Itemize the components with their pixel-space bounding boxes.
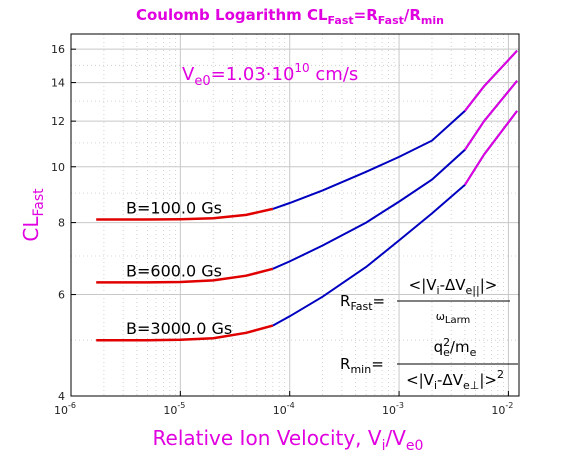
formula-fast-lhs: RFast= <box>340 292 385 313</box>
formula-min-lhs: Rmin= <box>340 355 384 376</box>
series-line-tail-2 <box>465 111 517 185</box>
y-tick-label-4: 12 <box>51 115 65 128</box>
x-tick-label-1: 10-5 <box>163 401 185 417</box>
x-tick-label-0: 10-6 <box>54 401 76 417</box>
series-line-tail-1 <box>465 81 517 150</box>
chart-title: Coulomb Logarithm CLFast=RFast/Rmin <box>136 6 444 27</box>
y-axis-label: CLFast <box>19 188 47 242</box>
y-tick-label-2: 8 <box>58 217 65 230</box>
formula-fast-numerator: <|Vi-ΔVe|||> <box>409 276 498 297</box>
y-tick-label-3: 10 <box>51 161 65 174</box>
x-tick-label-2: 10-4 <box>273 401 295 417</box>
y-tick-label-0: 4 <box>58 390 65 403</box>
y-tick-label-6: 16 <box>51 43 65 56</box>
y-tick-label-5: 14 <box>51 77 65 90</box>
x-tick-label-3: 10-3 <box>382 401 404 417</box>
series-line-high-1 <box>273 81 517 269</box>
formula-min-numerator: q2 e/me <box>434 336 477 359</box>
velocity-annotation: Ve0=1.03·1010 cm/s <box>182 61 358 89</box>
series-label-2: B=3000.0 Gs <box>126 319 232 338</box>
axis-ticks: 10-6 10-5 10-4 10-3 10-2 4 6 8 10 12 14 16 <box>51 43 513 417</box>
x-tick-label-4: 10-2 <box>491 401 513 417</box>
series-label-1: B=600.0 Gs <box>126 261 222 280</box>
series-group <box>96 51 517 341</box>
formula-min-denominator: <|Vi-ΔVe⊥|>2 <box>406 368 504 392</box>
y-tick-label-1: 6 <box>58 289 65 302</box>
series-line-tail-0 <box>465 51 517 111</box>
series-label-0: B=100.0 Gs <box>126 198 222 217</box>
formula-fast-denominator: ωLarm <box>436 310 471 326</box>
formula-r-min: Rmin= q2 e/me <|Vi-ΔVe⊥|>2 <box>340 336 518 392</box>
x-axis-label: Relative Ion Velocity, Vi/Ve0 <box>153 426 424 454</box>
